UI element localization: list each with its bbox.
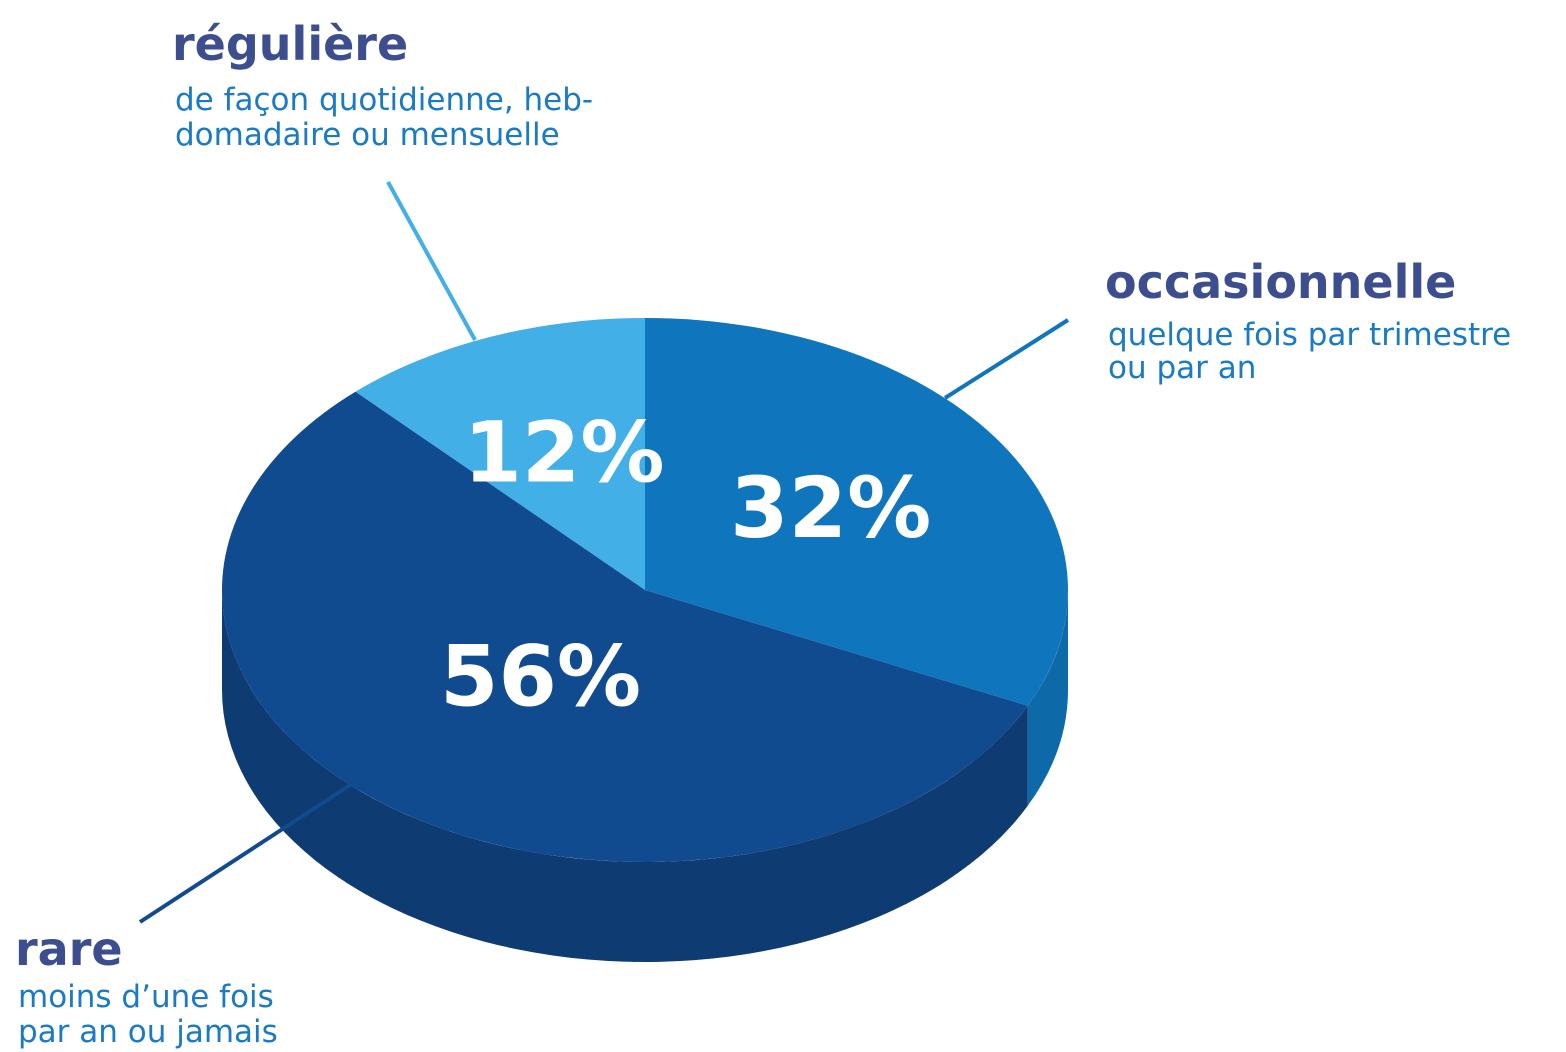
- leader-line: [386, 181, 477, 341]
- category-label: occasionnelle: [1105, 255, 1456, 309]
- slice-side: [222, 590, 1028, 962]
- category-description: moins d’une fois: [18, 979, 274, 1015]
- category-description: par an ou jamais: [18, 1014, 278, 1050]
- slice: [355, 318, 645, 590]
- category-description: ou par an: [1108, 350, 1256, 386]
- category-label: rare: [15, 922, 123, 976]
- slice: [221, 391, 1028, 863]
- slice-side: [1027, 590, 1068, 806]
- leader-line: [138, 783, 352, 924]
- slice: [645, 318, 1068, 706]
- category-label: régulière: [172, 17, 408, 71]
- leader-line: [943, 318, 1070, 400]
- category-description: quelque fois par trimestre: [1108, 317, 1511, 353]
- category-description: domadaire ou mensuelle: [175, 117, 560, 153]
- value-label: 56%: [440, 627, 641, 725]
- value-label: 32%: [730, 459, 931, 557]
- category-description: de façon quotidienne, heb-: [175, 82, 593, 118]
- value-label: 12%: [463, 403, 664, 501]
